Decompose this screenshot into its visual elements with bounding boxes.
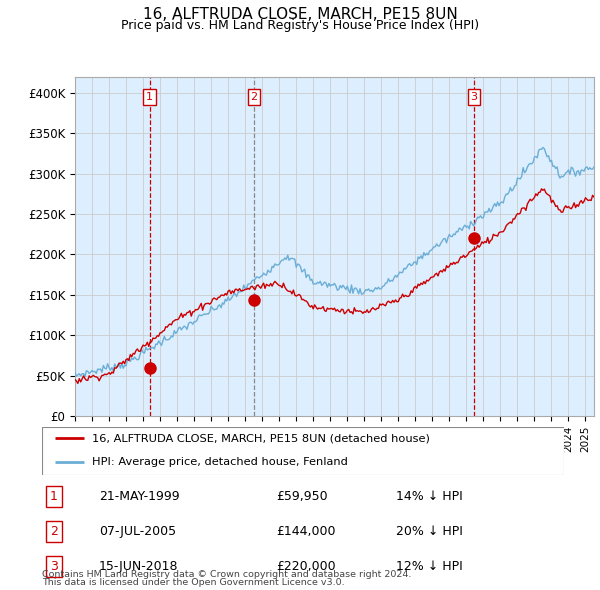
- Text: This data is licensed under the Open Government Licence v3.0.: This data is licensed under the Open Gov…: [42, 578, 344, 587]
- Text: Contains HM Land Registry data © Crown copyright and database right 2024.: Contains HM Land Registry data © Crown c…: [42, 571, 412, 579]
- Text: 3: 3: [50, 560, 58, 573]
- Text: 21-MAY-1999: 21-MAY-1999: [99, 490, 179, 503]
- Text: 2: 2: [50, 525, 58, 538]
- Text: 3: 3: [470, 92, 478, 102]
- Text: £144,000: £144,000: [276, 525, 335, 538]
- Text: 16, ALFTRUDA CLOSE, MARCH, PE15 8UN (detached house): 16, ALFTRUDA CLOSE, MARCH, PE15 8UN (det…: [92, 433, 430, 443]
- Text: 2: 2: [250, 92, 257, 102]
- Text: £59,950: £59,950: [276, 490, 328, 503]
- Text: 14% ↓ HPI: 14% ↓ HPI: [396, 490, 463, 503]
- Text: 07-JUL-2005: 07-JUL-2005: [99, 525, 176, 538]
- Text: HPI: Average price, detached house, Fenland: HPI: Average price, detached house, Fenl…: [92, 457, 347, 467]
- Text: £220,000: £220,000: [276, 560, 335, 573]
- Text: 16, ALFTRUDA CLOSE, MARCH, PE15 8UN: 16, ALFTRUDA CLOSE, MARCH, PE15 8UN: [143, 7, 457, 22]
- Text: Price paid vs. HM Land Registry's House Price Index (HPI): Price paid vs. HM Land Registry's House …: [121, 19, 479, 32]
- Text: 15-JUN-2018: 15-JUN-2018: [99, 560, 179, 573]
- Text: 1: 1: [50, 490, 58, 503]
- Text: 20% ↓ HPI: 20% ↓ HPI: [396, 525, 463, 538]
- Text: 12% ↓ HPI: 12% ↓ HPI: [396, 560, 463, 573]
- Text: 1: 1: [146, 92, 153, 102]
